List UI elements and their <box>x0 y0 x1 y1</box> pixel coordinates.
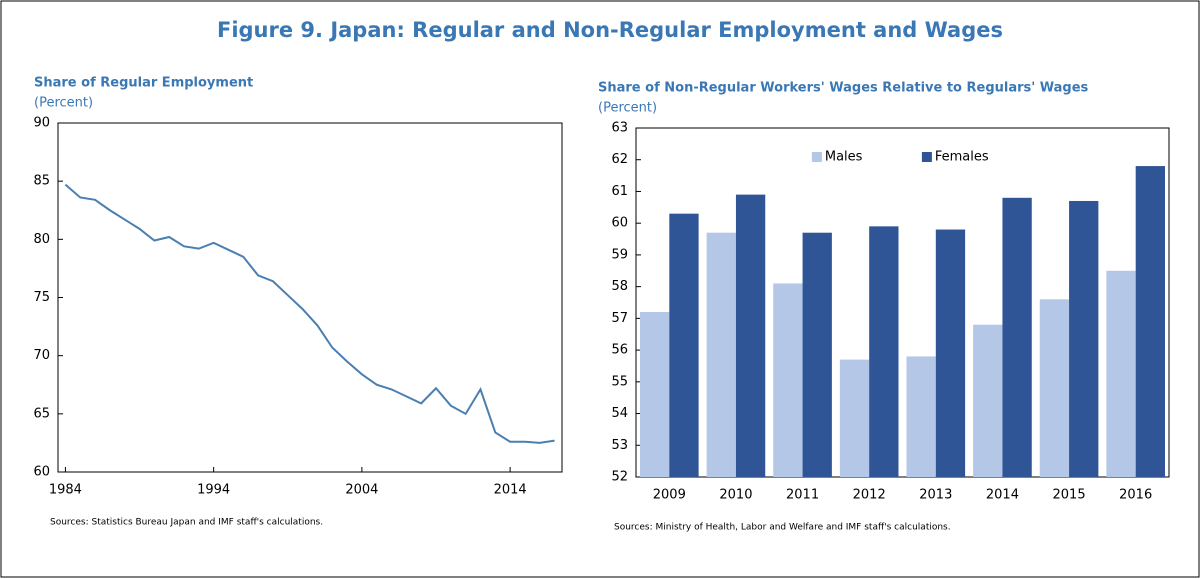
y-tick-label: 60 <box>33 465 50 480</box>
bar <box>735 194 766 478</box>
source-note: Sources: Statistics Bureau Japan and IMF… <box>50 518 323 528</box>
bar <box>773 283 803 477</box>
x-tick-label: 2013 <box>919 488 952 503</box>
bar <box>669 213 699 477</box>
plot-frame <box>635 127 1170 478</box>
bar <box>1135 166 1166 477</box>
chart-title: Share of Regular Employment <box>34 76 253 91</box>
x-tick-label: 2010 <box>719 488 752 503</box>
bar <box>906 356 936 477</box>
y-tick-label: 53 <box>611 438 628 453</box>
bar <box>1069 200 1099 478</box>
y-tick-label: 52 <box>611 470 628 485</box>
y-tick-label: 56 <box>611 343 628 358</box>
y-tick-label: 90 <box>33 116 50 131</box>
x-tick-label: 2012 <box>853 488 886 503</box>
plot-frame <box>57 122 563 473</box>
y-tick-label: 55 <box>611 374 628 389</box>
legend-label: Females <box>935 150 989 165</box>
bar <box>869 226 899 477</box>
x-tick-label: 2016 <box>1119 488 1152 503</box>
bar <box>839 359 870 477</box>
y-tick-label: 60 <box>611 216 628 231</box>
x-tick-label: 2011 <box>786 488 819 503</box>
x-tick-label: 1994 <box>197 483 230 498</box>
legend-swatch <box>921 152 932 162</box>
y-tick-label: 80 <box>33 232 50 247</box>
y-tick-label: 65 <box>33 406 50 421</box>
y-tick-label: 59 <box>611 247 628 262</box>
bar <box>1106 270 1136 477</box>
chart-subtitle: (Percent) <box>34 96 93 111</box>
bar <box>802 232 832 477</box>
bar <box>1002 197 1032 478</box>
bar <box>706 232 736 477</box>
bar <box>973 324 1003 477</box>
bar <box>639 312 670 477</box>
x-tick-label: 2009 <box>653 488 686 503</box>
bar <box>935 229 966 477</box>
legend-swatch <box>811 152 822 162</box>
legend-label: Males <box>825 150 863 165</box>
y-tick-label: 54 <box>611 406 628 421</box>
figure-title: Figure 9. Japan: Regular and Non-Regular… <box>217 18 1003 42</box>
chart-subtitle: (Percent) <box>598 101 657 116</box>
x-tick-label: 2004 <box>345 483 378 498</box>
y-tick-label: 63 <box>611 121 628 136</box>
bar <box>1039 299 1070 477</box>
chart-title: Share of Non-Regular Workers' Wages Rela… <box>598 81 1089 96</box>
y-tick-label: 62 <box>611 152 628 167</box>
source-note: Sources: Ministry of Health, Labor and W… <box>614 523 951 533</box>
y-tick-label: 57 <box>611 311 628 326</box>
y-tick-label: 70 <box>33 348 50 363</box>
x-tick-label: 1984 <box>49 483 82 498</box>
x-tick-label: 2014 <box>986 488 1019 503</box>
y-tick-label: 85 <box>33 174 50 189</box>
y-tick-label: 75 <box>33 290 50 305</box>
x-tick-label: 2015 <box>1053 488 1086 503</box>
y-tick-label: 61 <box>611 184 628 199</box>
x-tick-label: 2014 <box>494 483 527 498</box>
data-line <box>64 183 555 444</box>
y-tick-label: 58 <box>611 279 628 294</box>
